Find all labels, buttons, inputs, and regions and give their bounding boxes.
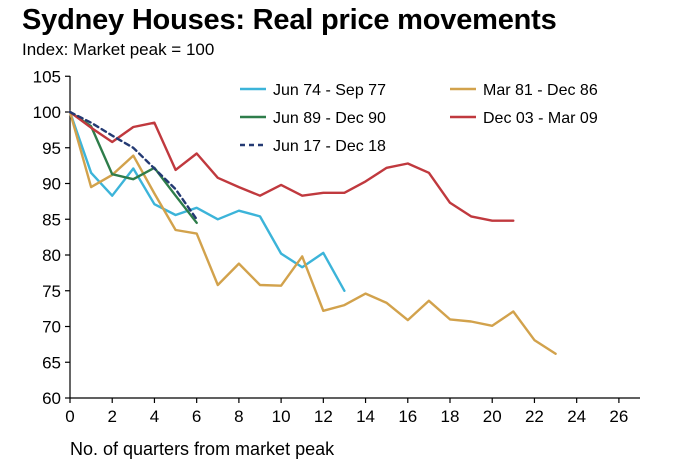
y-tick-label: 105 — [33, 67, 61, 86]
x-tick-label: 2 — [107, 407, 116, 426]
series-line-dec-03-mar-09 — [68, 110, 515, 222]
legend-label: Jun 89 - Dec 90 — [273, 110, 386, 127]
x-tick-label: 18 — [441, 407, 460, 426]
x-tick-label: 6 — [192, 407, 201, 426]
chart-subtitle: Index: Market peak = 100 — [22, 40, 215, 59]
x-tick-label: 22 — [525, 407, 544, 426]
x-tick-label: 0 — [65, 407, 74, 426]
y-tick-label: 95 — [42, 139, 61, 158]
series-line-jun-17-dec-18 — [68, 110, 198, 221]
x-axis-title: No. of quarters from market peak — [70, 439, 335, 459]
legend: Jun 74 - Sep 77 Mar 81 - Dec 86 Jun 89 - D… — [240, 82, 598, 155]
x-tick-label: 26 — [609, 407, 628, 426]
series-line-jun-74-sep-77 — [68, 110, 346, 292]
y-tick-label: 100 — [33, 103, 61, 122]
series-layer — [68, 110, 557, 355]
legend-label: Mar 81 - Dec 86 — [483, 82, 598, 99]
x-tick-label: 20 — [483, 407, 502, 426]
x-tick-label: 12 — [314, 407, 333, 426]
y-tick-label: 85 — [42, 210, 61, 229]
x-tick-label: 24 — [567, 407, 586, 426]
y-tick-label: 70 — [42, 318, 61, 337]
y-tick-label: 65 — [42, 353, 61, 372]
x-ticks: 0 2 4 6 8 10 12 14 16 18 20 22 24 26 — [65, 398, 628, 426]
y-tick-label: 75 — [42, 282, 61, 301]
x-tick-label: 10 — [272, 407, 291, 426]
chart-title: Sydney Houses: Real price movements — [22, 4, 557, 36]
y-ticks: 60 65 70 75 80 85 90 95 100 105 — [33, 67, 70, 408]
series-line-mar-81-dec-86 — [68, 110, 557, 355]
legend-label: Dec 03 - Mar 09 — [483, 110, 598, 127]
x-tick-label: 16 — [398, 407, 417, 426]
chart-axes — [69, 76, 640, 399]
y-tick-label: 80 — [42, 246, 61, 265]
x-tick-label: 4 — [150, 407, 159, 426]
y-tick-label: 90 — [42, 175, 61, 194]
x-tick-label: 14 — [356, 407, 375, 426]
legend-label: Jun 17 - Dec 18 — [273, 138, 386, 155]
legend-label: Jun 74 - Sep 77 — [273, 82, 386, 99]
y-tick-label: 60 — [42, 389, 61, 408]
x-tick-label: 8 — [234, 407, 243, 426]
